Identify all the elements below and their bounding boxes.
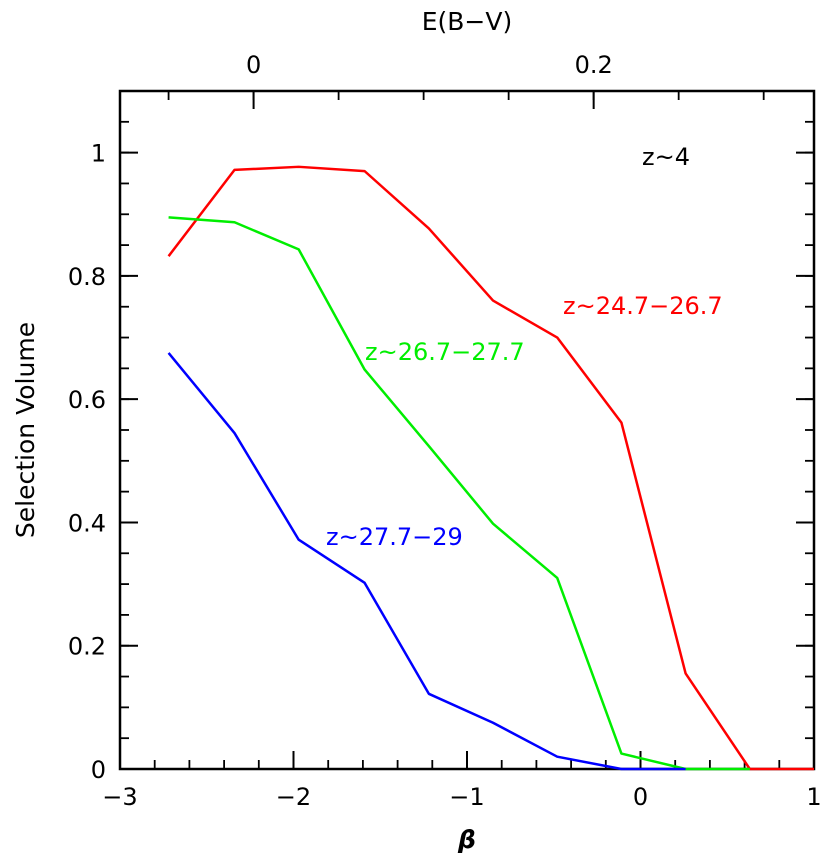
y-tick-label: 1	[91, 140, 106, 168]
series-line-1	[168, 216, 750, 771]
series-line-0	[167, 165, 814, 771]
y-axis-title: Selection Volume	[11, 322, 40, 538]
x-tick-label: 1	[806, 783, 821, 811]
series-label-blue: z~27.7−29	[326, 523, 463, 551]
y-tick-label: 0.8	[68, 263, 106, 291]
series-label-red: z~24.7−26.7	[563, 292, 723, 320]
x-tick-label: −3	[102, 783, 137, 811]
plot-frame	[118, 89, 816, 771]
top-tick-label: 0	[246, 51, 261, 79]
top-axis-title: E(B−V)	[422, 7, 513, 36]
y-tick-label: 0.6	[68, 386, 106, 414]
series-lines	[167, 165, 814, 771]
y-tick-label: 0.2	[68, 633, 106, 661]
y-tick-label: 0	[91, 756, 106, 784]
top-tick-label: 0.2	[575, 51, 613, 79]
redshift-annotation: z~4	[642, 143, 690, 171]
axis-ticks	[119, 90, 815, 770]
x-axis-title: β	[457, 825, 476, 854]
x-tick-label: −1	[449, 783, 484, 811]
series-label-green: z~26.7−27.7	[365, 338, 525, 366]
series-line-2	[167, 352, 686, 771]
x-tick-label: 0	[633, 783, 648, 811]
x-tick-label: −2	[276, 783, 311, 811]
y-tick-label: 0.4	[68, 509, 106, 537]
